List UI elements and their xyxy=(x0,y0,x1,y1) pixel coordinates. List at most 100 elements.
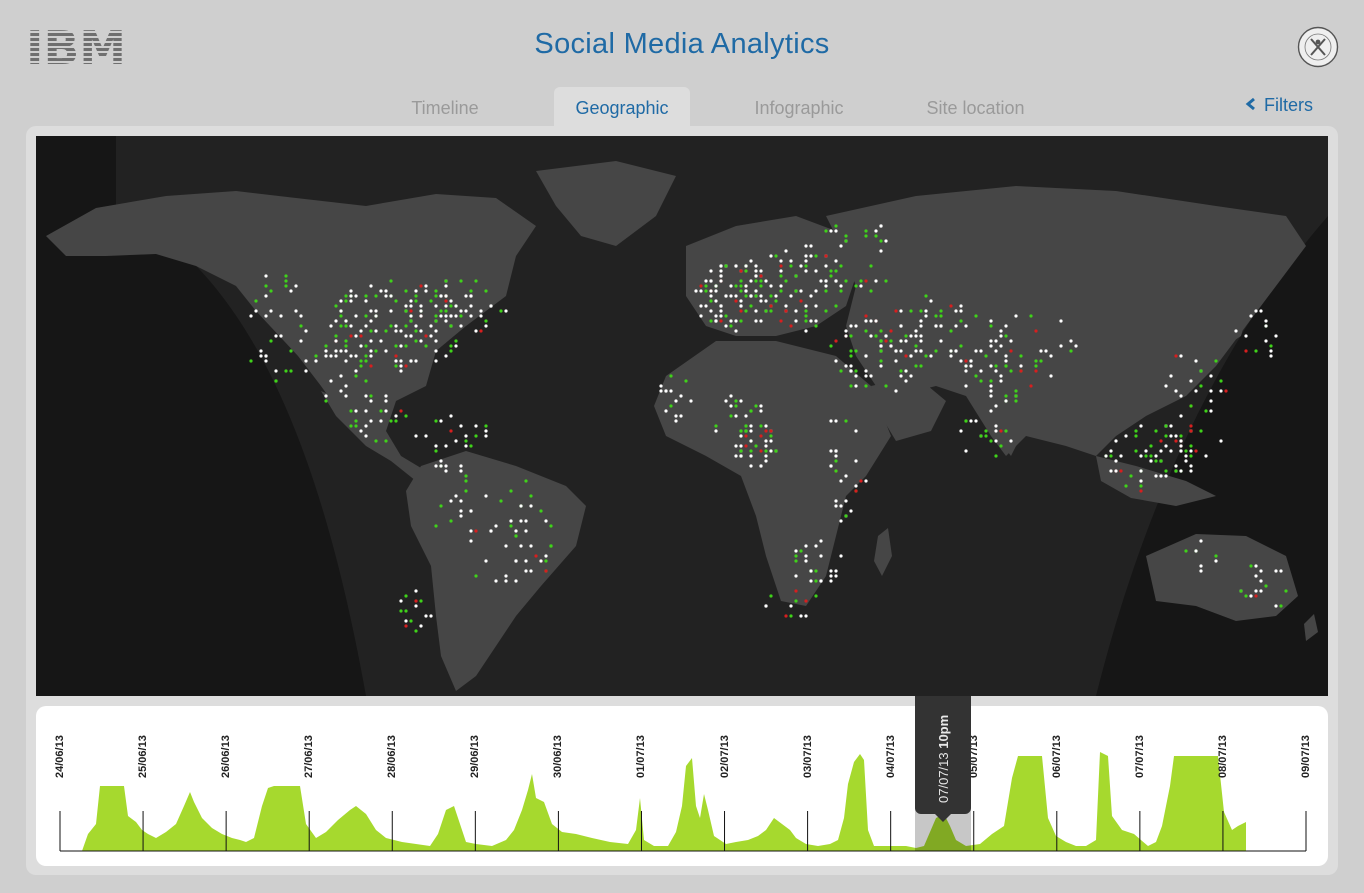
tweet-point xyxy=(404,594,408,598)
tweet-point xyxy=(1249,594,1253,598)
tweet-point xyxy=(1194,449,1198,453)
tab-infographic[interactable]: Infographic xyxy=(754,98,844,118)
tweet-point xyxy=(909,309,913,313)
tweet-point xyxy=(1164,434,1168,438)
tweet-point xyxy=(349,424,353,428)
filters-button[interactable]: Filters xyxy=(1244,95,1313,116)
tweet-point xyxy=(1154,454,1158,458)
tweet-point xyxy=(744,284,748,288)
tweet-point xyxy=(1189,379,1193,383)
tweet-point xyxy=(459,309,463,313)
tweet-point xyxy=(989,364,993,368)
world-map[interactable] xyxy=(36,136,1328,696)
tweet-point xyxy=(889,329,893,333)
timeline-date-label: 08/07/13 xyxy=(1216,735,1229,778)
tweet-point xyxy=(799,549,803,553)
tweet-point xyxy=(849,354,853,358)
tweet-point xyxy=(404,324,408,328)
tweet-point xyxy=(344,299,348,303)
tweet-point xyxy=(389,279,393,283)
tweet-point xyxy=(959,429,963,433)
tweet-point xyxy=(809,294,813,298)
tweet-point xyxy=(779,269,783,273)
tweet-point xyxy=(444,444,448,448)
tweet-point xyxy=(749,279,753,283)
tweet-point xyxy=(964,449,968,453)
tweet-point xyxy=(1169,424,1173,428)
tweet-point xyxy=(959,304,963,308)
tweet-point xyxy=(1174,439,1178,443)
tweet-point xyxy=(794,274,798,278)
tab-site-location[interactable]: Site location xyxy=(926,98,1025,118)
tweet-point xyxy=(1259,309,1263,313)
tweet-point xyxy=(444,284,448,288)
tweet-point xyxy=(809,254,813,258)
tweet-point xyxy=(464,309,468,313)
tweet-point xyxy=(719,264,723,268)
tweet-point xyxy=(384,409,388,413)
tweet-point xyxy=(994,349,998,353)
tweet-point xyxy=(679,394,683,398)
tweet-point xyxy=(964,384,968,388)
tweet-point xyxy=(849,364,853,368)
tweet-point xyxy=(899,324,903,328)
tweet-point xyxy=(709,289,713,293)
tweet-point xyxy=(494,524,498,528)
tweet-point xyxy=(844,239,848,243)
tweet-point xyxy=(1169,434,1173,438)
time-cursor[interactable] xyxy=(915,696,971,814)
tweet-point xyxy=(484,324,488,328)
tweet-point xyxy=(369,329,373,333)
tweet-point xyxy=(814,269,818,273)
tweet-point xyxy=(759,284,763,288)
tweet-point xyxy=(1139,479,1143,483)
tweet-point xyxy=(279,334,283,338)
tweet-point xyxy=(794,549,798,553)
tweet-point xyxy=(1189,454,1193,458)
tweet-point xyxy=(284,274,288,278)
tweet-point xyxy=(759,409,763,413)
tweet-point xyxy=(814,544,818,548)
tweet-point xyxy=(964,324,968,328)
tweet-point xyxy=(719,309,723,313)
tweet-point xyxy=(914,364,918,368)
tweet-point xyxy=(724,294,728,298)
tweet-point xyxy=(994,454,998,458)
tweet-point xyxy=(389,419,393,423)
tweet-point xyxy=(1179,449,1183,453)
tab-geographic[interactable]: Geographic xyxy=(554,87,690,127)
tweet-point xyxy=(749,294,753,298)
tweet-point xyxy=(814,594,818,598)
tweet-point xyxy=(674,399,678,403)
tweet-point xyxy=(769,439,773,443)
tweet-point xyxy=(834,504,838,508)
volume-timeline[interactable]: 24/06/13 25/06/13 26/06/13 27/06/13 28/06/13… xyxy=(36,706,1328,866)
tweet-point xyxy=(394,344,398,348)
tweet-point xyxy=(1259,579,1263,583)
tweet-point xyxy=(459,424,463,428)
tweet-point xyxy=(999,374,1003,378)
tweet-point xyxy=(394,359,398,363)
timeline-date-label: 28/06/13 xyxy=(386,735,399,778)
tweet-point xyxy=(739,319,743,323)
tweet-point xyxy=(849,324,853,328)
tweet-point xyxy=(1119,469,1123,473)
tweet-point xyxy=(774,299,778,303)
tweet-point xyxy=(329,379,333,383)
tweet-point xyxy=(834,449,838,453)
land-north-america xyxy=(46,191,536,436)
tweet-point xyxy=(854,484,858,488)
timeline-date-label: 04/07/13 xyxy=(884,735,897,778)
tweet-point xyxy=(739,309,743,313)
tweet-point xyxy=(1124,434,1128,438)
tweet-point xyxy=(1114,469,1118,473)
tweet-point xyxy=(1189,444,1193,448)
tweet-point xyxy=(874,229,878,233)
tweet-point xyxy=(834,499,838,503)
tab-timeline[interactable]: Timeline xyxy=(411,98,479,118)
tweet-point xyxy=(1254,349,1258,353)
tweet-point xyxy=(919,339,923,343)
tweet-point xyxy=(1134,449,1138,453)
tweet-point xyxy=(469,444,473,448)
tweet-point xyxy=(459,324,463,328)
